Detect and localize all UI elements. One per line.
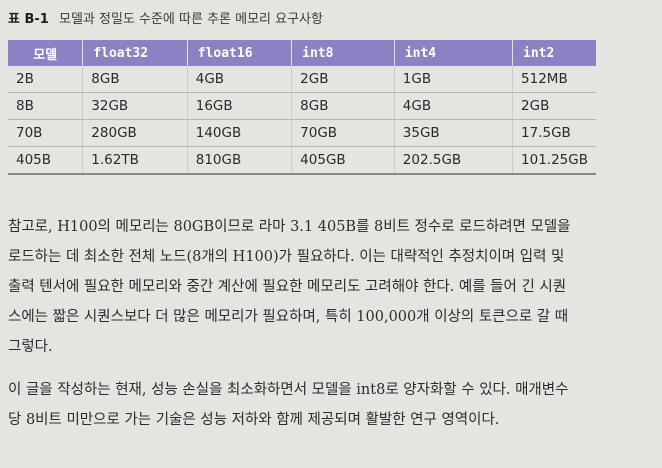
table-cell: 4GB [394, 92, 514, 120]
table-cell: 2GB [291, 66, 395, 93]
table-cell: 405B [8, 146, 84, 175]
header-int8: int8 [291, 40, 395, 66]
table-caption-text: 모델과 정밀도 수준에 따른 추론 메모리 요구사항 [58, 12, 323, 27]
paragraph-line: 출력 텐서에 필요한 메모리와 중간 계산에 필요한 메모리도 고려해야 한다.… [8, 279, 567, 295]
table-cell: 4GB [187, 66, 293, 93]
paragraph-line: 이 글을 작성하는 현재, 성능 손실을 최소화하면서 모델을 int8로 양자… [8, 382, 569, 398]
table-row: 8B 32GB 16GB 8GB 4GB 2GB [8, 92, 596, 120]
table-caption-label: 표 B-1 [8, 12, 49, 27]
table-row: 2B 8GB 4GB 2GB 1GB 512MB [8, 66, 596, 93]
header-model: 모델 [8, 40, 84, 66]
table-row: 70B 280GB 140GB 70GB 35GB 17.5GB [8, 119, 596, 147]
table-cell: 8GB [291, 92, 395, 120]
table-cell: 8GB [82, 66, 188, 93]
table-cell: 8B [8, 92, 84, 120]
table-row: 405B 1.62TB 810GB 405GB 202.5GB 101.25GB [8, 146, 596, 175]
memory-requirements-table: 모델 float32 float16 int8 int4 int2 2B 8GB… [8, 40, 596, 175]
table-cell: 35GB [394, 119, 514, 147]
table-cell: 1GB [394, 66, 514, 93]
table-cell: 32GB [82, 92, 188, 120]
table-caption: 표 B-1 모델과 정밀도 수준에 따른 추론 메모리 요구사항 [8, 8, 323, 27]
body-paragraph-2: 이 글을 작성하는 현재, 성능 손실을 최소화하면서 모델을 int8로 양자… [8, 375, 654, 435]
table-header-row: 모델 float32 float16 int8 int4 int2 [8, 40, 596, 66]
table-cell: 70GB [291, 119, 395, 147]
table-cell: 101.25GB [512, 146, 596, 175]
paragraph-line: 로드하는 데 최소한 전체 노드(8개의 H100)가 필요하다. 이는 대략적… [8, 249, 565, 265]
table-cell: 810GB [187, 146, 293, 175]
paragraph-line: 그렇다. [8, 339, 53, 355]
table-cell: 70B [8, 119, 84, 147]
table-cell: 16GB [187, 92, 293, 120]
paragraph-line: 참고로, H100의 메모리는 80GB이므로 라마 3.1 405B를 8비트… [8, 219, 571, 235]
table-cell: 1.62TB [82, 146, 188, 175]
table-cell: 17.5GB [512, 119, 596, 147]
table-cell: 405GB [291, 146, 395, 175]
header-int4: int4 [394, 40, 514, 66]
table-cell: 140GB [187, 119, 293, 147]
body-paragraph-1: 참고로, H100의 메모리는 80GB이므로 라마 3.1 405B를 8비트… [8, 212, 654, 362]
paragraph-line: 당 8비트 미만으로 가는 기술은 성능 저하와 함께 제공되며 활발한 연구 … [8, 412, 500, 428]
table-cell: 2B [8, 66, 84, 93]
header-float16: float16 [187, 40, 293, 66]
paragraph-line: 스에는 짧은 시퀀스보다 더 많은 메모리가 필요하며, 특히 100,000개… [8, 309, 569, 325]
table-cell: 280GB [82, 119, 188, 147]
table-cell: 512MB [512, 66, 596, 93]
header-int2: int2 [512, 40, 596, 66]
table-cell: 2GB [512, 92, 596, 120]
header-float32: float32 [82, 40, 188, 66]
table-cell: 202.5GB [394, 146, 514, 175]
